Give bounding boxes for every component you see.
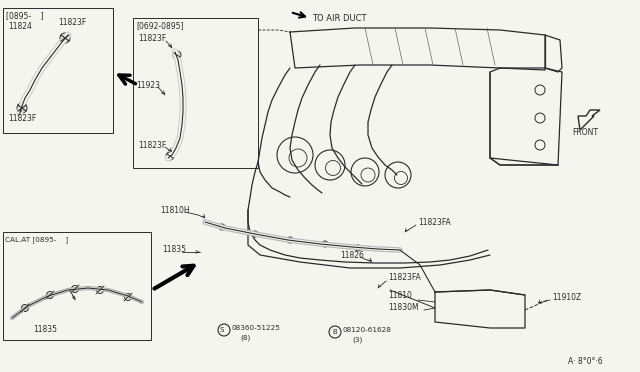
Text: 11826: 11826 (340, 250, 364, 260)
Text: 11823FA: 11823FA (388, 273, 420, 282)
Text: 11823FA: 11823FA (418, 218, 451, 227)
Text: A· 8°0°·6: A· 8°0°·6 (568, 357, 603, 366)
Text: 11824: 11824 (8, 22, 32, 31)
Text: 11823F: 11823F (58, 17, 86, 26)
Text: (3): (3) (352, 337, 362, 343)
Text: 11923: 11923 (136, 80, 160, 90)
Text: [0692-0895]: [0692-0895] (136, 22, 184, 31)
Text: 11823F: 11823F (138, 33, 166, 42)
Text: B: B (333, 329, 337, 335)
Text: CAL.AT [0895-    ]: CAL.AT [0895- ] (5, 237, 68, 243)
Text: 11830M: 11830M (388, 304, 419, 312)
Text: TO AIR DUCT: TO AIR DUCT (312, 13, 367, 22)
Text: 11835: 11835 (162, 246, 186, 254)
Text: S: S (220, 327, 224, 333)
Text: 08120-61628: 08120-61628 (343, 327, 392, 333)
Bar (3, 8, 113, 133)
Text: 11823F: 11823F (8, 113, 36, 122)
Text: (8): (8) (240, 335, 250, 341)
Text: [0895-    ]: [0895- ] (6, 12, 44, 20)
Text: 11823F: 11823F (138, 141, 166, 150)
Bar (133, 18, 258, 168)
Text: FRONT: FRONT (572, 128, 598, 137)
Text: 11810H: 11810H (160, 205, 189, 215)
Text: 11910Z: 11910Z (552, 294, 581, 302)
Text: 08360-51225: 08360-51225 (232, 325, 281, 331)
Bar (3, 232, 151, 340)
Text: 11810: 11810 (388, 291, 412, 299)
Text: 11835: 11835 (33, 326, 57, 334)
